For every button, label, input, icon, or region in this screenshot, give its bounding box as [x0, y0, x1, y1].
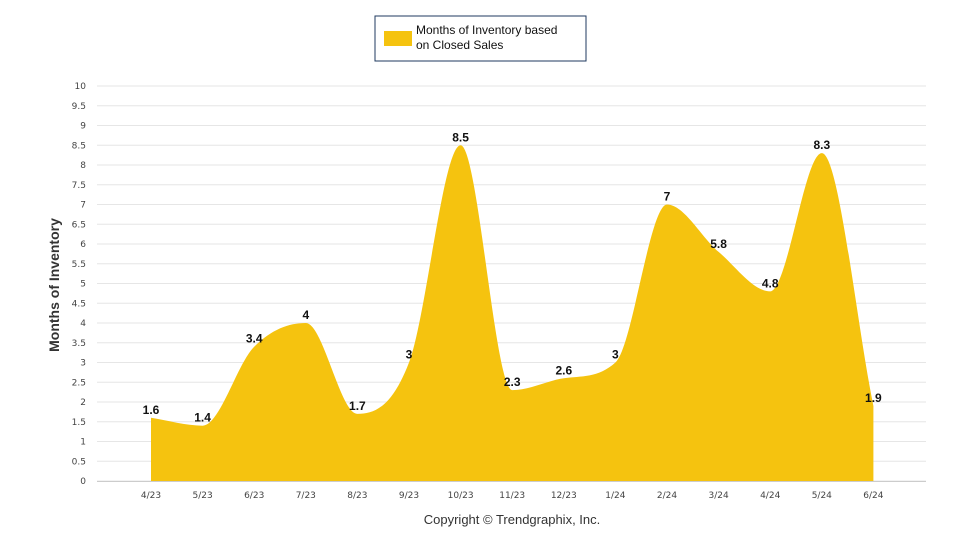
data-label: 1.7	[349, 399, 366, 413]
y-tick-label: 0	[80, 477, 86, 487]
x-tick-label: 8/23	[347, 491, 367, 501]
data-label: 8.5	[452, 130, 469, 144]
x-tick-label: 5/24	[812, 491, 832, 501]
x-tick-label: 7/23	[296, 491, 316, 501]
x-tick-label: 2/24	[657, 491, 677, 501]
x-tick-label: 6/24	[863, 491, 883, 501]
y-tick-label: 6.5	[72, 220, 86, 230]
y-tick-label: 5.5	[72, 260, 86, 270]
area-series-layer	[151, 145, 874, 481]
y-axis-label: Months of Inventory	[46, 218, 62, 352]
legend-swatch	[384, 31, 412, 46]
data-label: 2.6	[555, 363, 572, 377]
x-tick-label: 12/23	[551, 491, 577, 501]
copyright-footer: Copyright © Trendgraphix, Inc.	[424, 512, 601, 527]
y-tick-label: 8.5	[72, 141, 86, 151]
data-label: 4	[302, 308, 309, 322]
data-label: 5.8	[710, 237, 727, 251]
x-tick-label: 4/24	[760, 491, 780, 501]
y-tick-label: 1.5	[72, 418, 86, 428]
data-label: 1.9	[865, 391, 882, 405]
x-tick-label: 3/24	[708, 491, 728, 501]
y-tick-label: 2	[80, 398, 86, 408]
data-label: 3	[406, 348, 413, 362]
x-tick-label: 1/24	[605, 491, 625, 501]
y-tick-label: 8	[80, 161, 86, 171]
data-label: 4.8	[762, 276, 779, 290]
data-label: 1.6	[143, 403, 160, 417]
y-tick-label: 4	[80, 319, 86, 329]
x-tick-label: 11/23	[499, 491, 525, 501]
x-tick-label: 4/23	[141, 491, 161, 501]
data-labels: 1.6 1.4 3.4 4 1.7 3 8.5 2.3 2.6 3 7 5.8 4.8 8.3 1.9	[143, 130, 882, 424]
y-tick-label: 7.5	[72, 181, 86, 191]
y-tick-label: 7	[80, 201, 86, 211]
x-tick-label: 9/23	[399, 491, 419, 501]
x-axis-ticks: 4/23 5/23 6/23 7/23 8/23 9/23 10/23 11/23 12/23 1…	[141, 491, 884, 501]
x-tick-label: 6/23	[244, 491, 264, 501]
area-series-months-of-inventory	[151, 145, 874, 481]
x-tick-label: 10/23	[448, 491, 474, 501]
y-tick-label: 6	[80, 240, 86, 250]
y-tick-label: 5	[80, 280, 86, 290]
y-tick-label: 1	[80, 438, 86, 448]
legend-label-line2: on Closed Sales	[416, 38, 503, 52]
y-tick-label: 9	[80, 122, 86, 132]
y-tick-label: 3	[80, 359, 86, 369]
data-label: 1.4	[194, 411, 211, 425]
y-axis-ticks: 0 0.5 1 1.5 2 2.5 3 3.5 4 4.5 5 5.5 6 6.5 7 7.5 8 8.5 9 9.5…	[72, 82, 87, 487]
y-tick-label: 3.5	[72, 339, 86, 349]
data-label: 3	[612, 348, 619, 362]
y-tick-label: 9.5	[72, 102, 86, 112]
data-label: 7	[664, 190, 671, 204]
y-tick-label: 2.5	[72, 378, 86, 388]
y-tick-label: 0.5	[72, 457, 86, 467]
y-tick-label: 4.5	[72, 299, 86, 309]
data-label: 8.3	[813, 138, 830, 152]
legend-label-line1: Months of Inventory based	[416, 23, 557, 37]
x-tick-label: 5/23	[192, 491, 212, 501]
data-label: 2.3	[504, 375, 521, 389]
data-label: 3.4	[246, 332, 263, 346]
y-tick-label: 10	[75, 82, 87, 92]
legend[interactable]: Months of Inventory based on Closed Sale…	[374, 15, 587, 62]
